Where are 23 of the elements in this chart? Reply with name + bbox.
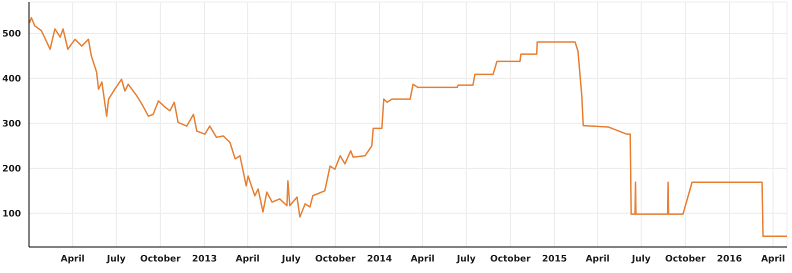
x-tick-label: April (236, 254, 260, 264)
x-tick-label: July (630, 254, 651, 264)
x-tick-label: July (456, 254, 476, 264)
y-tick-label: 300 (2, 120, 21, 130)
x-tick-label: October (315, 254, 356, 264)
x-tick-label: July (106, 254, 126, 264)
x-tick-label: 2015 (542, 254, 567, 264)
y-tick-label: 200 (2, 164, 21, 175)
y-tick-label: 400 (2, 74, 21, 85)
y-tick-label: 500 (2, 30, 21, 40)
x-tick-label: October (140, 254, 182, 264)
x-tick-label: 2014 (366, 254, 392, 264)
y-tick-label: 100 (2, 209, 21, 220)
x-tick-label: 2016 (716, 254, 742, 264)
x-tick-label: July (280, 254, 301, 264)
x-tick-label: October (490, 254, 532, 264)
x-tick-label: 2013 (192, 254, 218, 264)
x-tick-label: April (60, 254, 85, 264)
line-series (29, 16, 787, 237)
x-tick-label: April (761, 254, 786, 264)
x-tick-label: October (665, 254, 706, 264)
x-tick-label: April (410, 254, 435, 264)
x-tick-label: April (586, 254, 610, 264)
